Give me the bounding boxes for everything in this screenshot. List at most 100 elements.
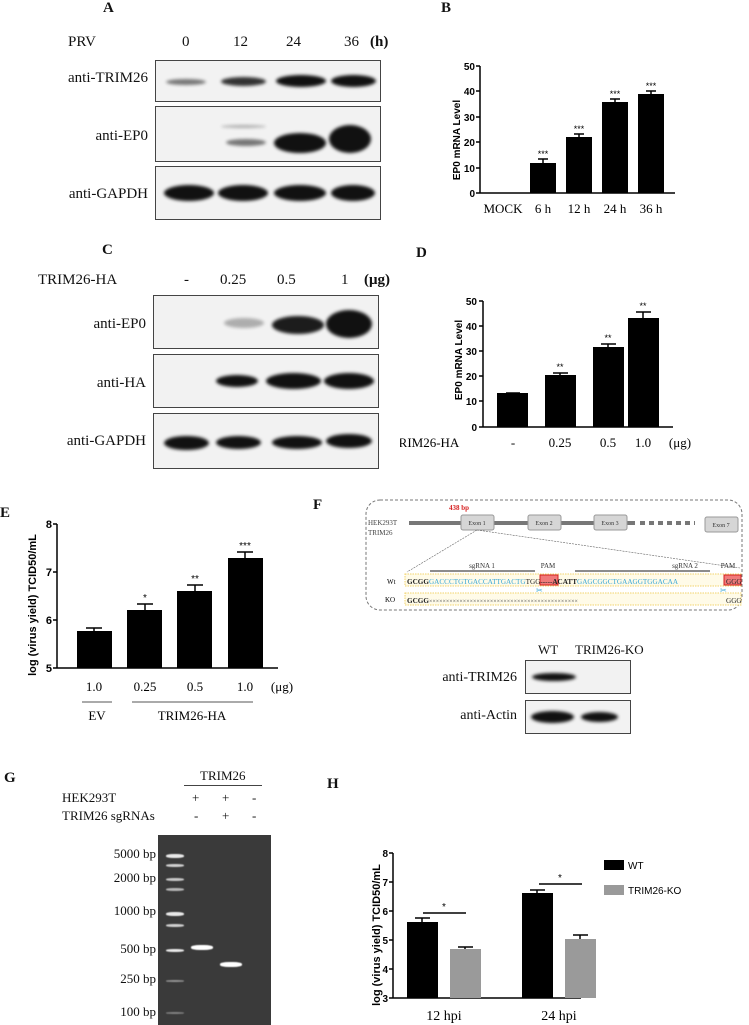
svg-text:MOCK: MOCK xyxy=(483,201,523,216)
x-axis-ticks: MOCK 6 h 12 h 24 h 36 h xyxy=(483,201,662,216)
y-axis-label: log (virus yield) TCID50/mL xyxy=(371,864,383,1006)
y-axis-label: EP0 mRNA Level xyxy=(452,100,463,180)
svg-text:PAM: PAM xyxy=(541,562,556,570)
western-blot-ep0 xyxy=(155,106,381,162)
gel-row-value: - xyxy=(252,808,257,823)
bars xyxy=(77,558,263,668)
svg-text:sgRNA 2: sgRNA 2 xyxy=(672,562,698,570)
svg-text:**: ** xyxy=(639,301,647,311)
svg-text:50: 50 xyxy=(466,297,478,308)
panel-label-g: G xyxy=(4,770,16,786)
svg-text:**: ** xyxy=(191,574,199,585)
ladder-label: 2000 bp xyxy=(113,870,156,885)
bars xyxy=(407,893,596,998)
gene-label-trim26: TRIM26 xyxy=(368,529,393,537)
svg-text:10: 10 xyxy=(466,397,478,408)
svg-text:***: *** xyxy=(239,541,251,552)
panel-a-unit: (h) xyxy=(370,34,389,50)
panel-a-lane-3: 36 xyxy=(344,34,359,50)
svg-text:7: 7 xyxy=(46,567,52,579)
significance-marks: * * xyxy=(442,873,562,913)
chart-panel-b: EP0 mRNA Level 50 40 30 20 10 0 *** *** … xyxy=(452,62,675,216)
wt-label: Wt xyxy=(387,578,396,586)
svg-text:10: 10 xyxy=(464,164,476,175)
panel-c-lane-0: - xyxy=(184,272,189,288)
svg-text:***: *** xyxy=(646,81,657,91)
svg-text:1.0: 1.0 xyxy=(237,679,253,694)
x-axis-ticks: TRIM26-HA - 0.25 0.5 1.0 (μg) xyxy=(400,435,691,450)
group-underline xyxy=(184,785,262,786)
svg-text:12 h: 12 h xyxy=(568,201,591,216)
gel-row-label-hek: HEK293T xyxy=(62,790,117,805)
legend: WT TRIM26-KO xyxy=(604,860,682,897)
western-blot-trim26 xyxy=(155,60,381,102)
ko-sequence: GCGG××××××××××××××××××××××××××××××××××××… xyxy=(407,597,742,605)
exon-size: 438 bp xyxy=(449,504,469,512)
svg-text:50: 50 xyxy=(464,62,476,73)
bars xyxy=(497,318,659,427)
chart-panel-d: EP0 mRNA Level 50 40 30 20 10 0 ** ** **… xyxy=(400,297,691,450)
panel-a-header: PRV xyxy=(68,34,96,50)
panel-c-row-label: anti-HA xyxy=(96,375,146,391)
blot-lane-ko: TRIM26-KO xyxy=(575,642,644,657)
significance-marks: ** ** ** xyxy=(556,301,647,372)
svg-text:6: 6 xyxy=(46,615,52,627)
gel-row-value: - xyxy=(252,790,257,805)
svg-text:TRIM26-HA: TRIM26-HA xyxy=(400,435,460,450)
svg-text:-: - xyxy=(511,435,515,450)
svg-text:30: 30 xyxy=(464,113,476,124)
panel-label-h: H xyxy=(327,776,339,792)
panel-a-row-label: anti-EP0 xyxy=(95,128,149,144)
gel-group-label: TRIM26 xyxy=(200,768,246,783)
legend-swatch-ko xyxy=(604,885,624,895)
exon-boxes xyxy=(460,514,739,533)
svg-text:TRIM26-KO: TRIM26-KO xyxy=(628,886,682,897)
western-blot-ep0 xyxy=(153,295,379,349)
ladder-label: 5000 bp xyxy=(113,846,156,861)
western-blot-gapdh xyxy=(153,413,379,469)
bars xyxy=(530,94,664,193)
svg-text:***: *** xyxy=(610,89,621,99)
svg-text:40: 40 xyxy=(464,87,476,98)
ladder-label: 500 bp xyxy=(120,941,156,956)
panel-c-lane-1: 0.25 xyxy=(220,272,247,288)
svg-text:40: 40 xyxy=(466,322,478,333)
x-axis-ticks: 12 hpi 24 hpi xyxy=(426,1009,577,1024)
y-axis-ticks: 3 4 5 6 7 8 xyxy=(382,849,388,1005)
panel-label-f: F xyxy=(313,497,323,513)
svg-text:36 h: 36 h xyxy=(640,201,663,216)
panel-a-lane-2: 24 xyxy=(286,34,301,50)
legend-swatch-wt xyxy=(604,860,624,870)
wt-sequence: GCGGGACCCTGTGACCATTGACTGTGG-----ACATTGAG… xyxy=(407,578,742,586)
gel-row-value: + xyxy=(192,790,200,805)
blot-lane-wt: WT xyxy=(538,642,559,657)
gene-label-hek: HEK293T xyxy=(368,519,398,527)
svg-text:0: 0 xyxy=(469,189,475,200)
y-axis-ticks: 50 40 30 20 10 0 xyxy=(464,62,476,200)
svg-text:0: 0 xyxy=(471,423,477,434)
group-label-trim26: TRIM26-HA xyxy=(158,708,227,723)
svg-text:3: 3 xyxy=(382,994,388,1005)
panel-label-c: C xyxy=(102,242,113,258)
y-axis-ticks: 8 7 6 5 xyxy=(46,520,52,675)
gel-row-value: + xyxy=(222,808,230,823)
gel-row-value: - xyxy=(194,808,199,823)
ko-label: KO xyxy=(385,596,395,604)
svg-text:WT: WT xyxy=(628,861,644,872)
svg-text:Exon 3: Exon 3 xyxy=(601,521,618,527)
svg-text:*: * xyxy=(558,873,562,884)
ladder-label: 100 bp xyxy=(120,1004,156,1019)
svg-text:***: *** xyxy=(538,149,549,159)
panel-c-row-label: anti-EP0 xyxy=(93,316,147,332)
svg-text:20: 20 xyxy=(464,138,476,149)
svg-text:Exon 1: Exon 1 xyxy=(468,521,485,527)
panel-c-header: TRIM26-HA xyxy=(38,272,118,288)
svg-text:PAM: PAM xyxy=(721,562,736,570)
panel-a-row-label: anti-GAPDH xyxy=(68,186,148,202)
svg-text:(μg): (μg) xyxy=(271,679,293,694)
svg-text:24 hpi: 24 hpi xyxy=(541,1009,577,1024)
svg-text:0.5: 0.5 xyxy=(600,435,616,450)
western-blot-actin xyxy=(525,700,631,734)
gel-row-value: + xyxy=(222,790,230,805)
svg-text:0.5: 0.5 xyxy=(187,679,203,694)
